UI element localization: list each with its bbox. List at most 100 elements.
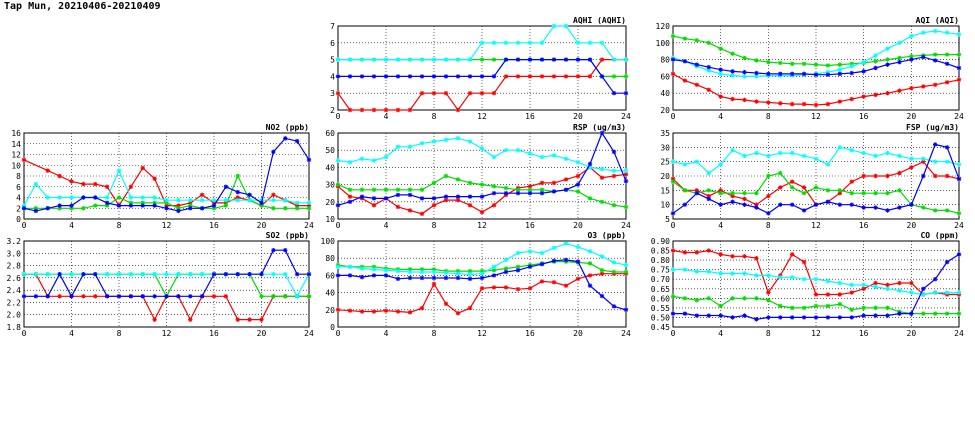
data-point [455, 57, 461, 62]
data-point [623, 307, 629, 312]
data-point [259, 294, 264, 299]
data-point [563, 57, 569, 62]
chart-fsp: FSP (ug/m3) 0 4 8 12 16 20 24 5 10 15 20 25 30 35 [660, 123, 964, 230]
data-point [199, 271, 205, 277]
data-point [539, 154, 545, 160]
x-tick-label: 4 [384, 112, 389, 121]
data-point [897, 88, 902, 93]
data-point [431, 139, 437, 144]
x-tick-label: 4 [718, 329, 723, 338]
data-point [383, 74, 389, 79]
data-point [897, 40, 902, 45]
data-point [21, 271, 27, 277]
data-point [801, 185, 807, 190]
data-point [706, 248, 711, 253]
data-point [395, 107, 401, 113]
data-point [371, 74, 377, 79]
data-point [837, 188, 843, 193]
y-tick-label: 100 [321, 237, 336, 246]
series-1 [670, 33, 962, 68]
data-point [383, 273, 389, 278]
x-tick-label: 4 [384, 329, 389, 338]
data-point [347, 308, 353, 313]
series-1 [335, 173, 629, 210]
data-point [599, 130, 605, 136]
data-point [294, 206, 300, 211]
data-point [294, 200, 300, 206]
data-point [164, 203, 169, 208]
data-point [718, 252, 723, 257]
data-point [515, 268, 521, 273]
data-point [849, 307, 854, 312]
chart-rsp: RSP (ug/m3) 0 4 8 12 16 20 24 10 20 30 40 50 60 [325, 123, 631, 230]
data-point [813, 185, 819, 190]
data-point [587, 165, 593, 170]
chart-title: NO2 (ppb) [266, 123, 309, 132]
data-point [789, 305, 795, 311]
data-point [813, 102, 819, 108]
data-point [407, 107, 413, 113]
data-point [306, 157, 312, 163]
data-point [837, 145, 843, 150]
data-point [419, 187, 425, 192]
series-3 [21, 248, 312, 299]
data-point [455, 268, 461, 274]
data-point [849, 148, 854, 153]
data-point [694, 250, 700, 255]
y-tick-label: 5 [330, 56, 335, 65]
data-point [754, 191, 759, 196]
x-tick-label: 12 [162, 329, 172, 338]
data-point [956, 211, 962, 216]
data-point [563, 241, 569, 246]
y-tick-label: 0.45 [651, 323, 670, 332]
x-tick-label: 24 [304, 329, 314, 338]
data-point [371, 107, 377, 113]
chart-title: FSP (ug/m3) [906, 123, 959, 132]
y-tick-label: 0.55 [651, 304, 670, 313]
data-point [718, 162, 723, 167]
data-point [766, 153, 771, 159]
data-point [587, 57, 593, 62]
data-point [861, 173, 866, 179]
x-tick-label: 12 [162, 221, 172, 230]
data-point [419, 275, 425, 281]
data-point [503, 74, 509, 79]
data-point [211, 294, 217, 299]
data-point [347, 194, 353, 199]
data-point [611, 91, 617, 96]
x-tick-label: 4 [718, 112, 723, 121]
data-point [443, 270, 449, 276]
data-point [575, 259, 581, 264]
data-point [885, 313, 890, 318]
y-tick-label: 2 [16, 204, 21, 213]
data-point [754, 317, 759, 322]
data-point [527, 191, 533, 196]
x-tick-label: 8 [117, 221, 122, 230]
data-point [223, 197, 229, 203]
data-point [885, 57, 890, 62]
data-point [443, 74, 449, 79]
data-point [491, 203, 497, 208]
data-point [599, 57, 605, 62]
data-point [563, 257, 569, 263]
data-point [235, 195, 240, 200]
data-point [718, 94, 723, 99]
series-1 [670, 294, 962, 316]
data-point [742, 97, 747, 103]
data-point [164, 294, 169, 299]
data-point [259, 203, 264, 208]
data-point [407, 310, 413, 315]
x-tick-label: 16 [525, 112, 535, 121]
chart-title: RSP (ug/m3) [573, 123, 626, 132]
data-point [503, 185, 509, 191]
data-point [527, 40, 533, 45]
data-point [670, 57, 676, 62]
data-point [211, 203, 217, 208]
data-point [825, 162, 831, 167]
series-line [337, 58, 626, 112]
data-point [885, 282, 890, 288]
data-point [849, 96, 854, 102]
data-point [539, 57, 545, 62]
data-point [419, 267, 425, 272]
data-point [825, 188, 831, 193]
